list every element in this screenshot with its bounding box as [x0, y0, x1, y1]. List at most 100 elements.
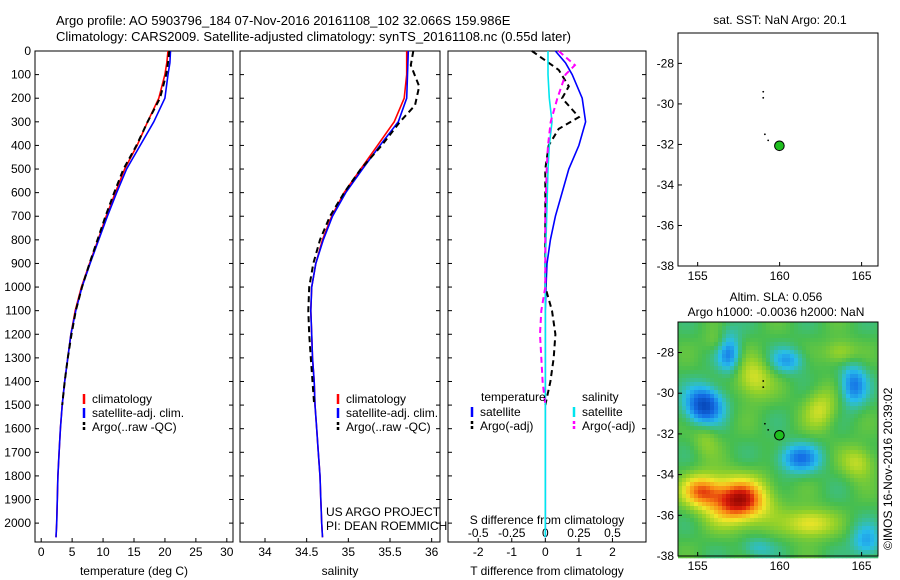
heatmap-cell — [762, 470, 767, 475]
heatmap-cell — [866, 374, 871, 379]
heatmap-cell — [758, 326, 763, 331]
heatmap-cell — [758, 470, 763, 475]
heatmap-cell — [782, 498, 787, 503]
heatmap-cell — [746, 362, 751, 367]
heatmap-cell — [790, 330, 795, 335]
heatmap-cell — [838, 506, 843, 511]
heatmap-cell — [802, 482, 807, 487]
heatmap-cell — [778, 410, 783, 415]
heatmap-cell — [746, 430, 751, 435]
heatmap-cell — [678, 526, 683, 531]
heatmap-cell — [794, 362, 799, 367]
x-tick-label: 155 — [688, 559, 708, 573]
heatmap-cell — [842, 462, 847, 467]
heatmap-cell — [822, 374, 827, 379]
heatmap-cell — [798, 334, 803, 339]
heatmap-cell — [694, 342, 699, 347]
heatmap-cell — [822, 474, 827, 479]
heatmap-cell — [762, 462, 767, 467]
heatmap-cell — [686, 458, 691, 463]
heatmap-cell — [766, 402, 771, 407]
heatmap-cell — [694, 446, 699, 451]
heatmap-cell — [782, 414, 787, 419]
heatmap-cell — [754, 482, 759, 487]
heatmap-cell — [786, 522, 791, 527]
heatmap-cell — [798, 410, 803, 415]
x-tick-label: 34 — [258, 545, 272, 559]
heatmap-cell — [690, 510, 695, 515]
y-tick-label: 1400 — [4, 374, 31, 388]
heatmap-cell — [826, 494, 831, 499]
heatmap-cell — [742, 426, 747, 431]
heatmap-cell — [710, 326, 715, 331]
heatmap-cell — [870, 518, 875, 523]
heatmap-cell — [778, 406, 783, 411]
heatmap-cell — [790, 470, 795, 475]
heatmap-cell — [730, 482, 735, 487]
heatmap-cell — [834, 506, 839, 511]
heatmap-cell — [722, 462, 727, 467]
heatmap-cell — [794, 374, 799, 379]
heatmap-cell — [702, 546, 707, 551]
heatmap-cell — [758, 334, 763, 339]
heatmap-cell — [722, 474, 727, 479]
heatmap-cell — [794, 390, 799, 395]
heatmap-cell — [762, 514, 767, 519]
heatmap-cell — [706, 478, 711, 483]
heatmap-cell — [730, 538, 735, 543]
heatmap-cell — [702, 494, 707, 499]
heatmap-cell — [846, 478, 851, 483]
heatmap-cell — [690, 422, 695, 427]
heatmap-cell — [834, 366, 839, 371]
heatmap-cell — [814, 462, 819, 467]
heatmap-cell — [866, 490, 871, 495]
heatmap-cell — [766, 490, 771, 495]
heatmap-cell — [714, 526, 719, 531]
heatmap-cell — [838, 438, 843, 443]
heatmap-cell — [838, 470, 843, 475]
heatmap-cell — [802, 438, 807, 443]
heatmap-cell — [686, 470, 691, 475]
heatmap-cell — [782, 526, 787, 531]
heatmap-cell — [698, 346, 703, 351]
heatmap-cell — [862, 434, 867, 439]
heatmap-cell — [734, 550, 739, 555]
heatmap-cell — [690, 410, 695, 415]
heatmap-cell — [870, 438, 875, 443]
heatmap-cell — [742, 358, 747, 363]
heatmap-cell — [870, 522, 875, 527]
heatmap-cell — [706, 482, 711, 487]
heatmap-cell — [754, 386, 759, 391]
heatmap-cell — [814, 526, 819, 531]
heatmap-cell — [682, 382, 687, 387]
heatmap-cell — [810, 482, 815, 487]
heatmap-cell — [778, 366, 783, 371]
heatmap-cell — [830, 546, 835, 551]
heatmap-cell — [726, 414, 731, 419]
heatmap-cell — [874, 514, 879, 519]
heatmap-cell — [706, 326, 711, 331]
heatmap-cell — [698, 434, 703, 439]
heatmap-cell — [866, 514, 871, 519]
heatmap-cell — [842, 482, 847, 487]
heatmap-cell — [762, 426, 767, 431]
heatmap-cell — [794, 514, 799, 519]
heatmap-cell — [838, 478, 843, 483]
heatmap-cell — [802, 402, 807, 407]
heatmap-cell — [770, 446, 775, 451]
heatmap-cell — [870, 450, 875, 455]
heatmap-cell — [806, 330, 811, 335]
heatmap-cell — [862, 482, 867, 487]
heatmap-cell — [866, 394, 871, 399]
heatmap-cell — [698, 482, 703, 487]
heatmap-cell — [810, 494, 815, 499]
heatmap-cell — [734, 342, 739, 347]
heatmap-cell — [778, 478, 783, 483]
heatmap-cell — [866, 498, 871, 503]
heatmap-cell — [682, 474, 687, 479]
heatmap-cell — [786, 526, 791, 531]
heatmap-cell — [718, 378, 723, 383]
heatmap-cell — [682, 394, 687, 399]
heatmap-cell — [854, 358, 859, 363]
heatmap-cell — [862, 530, 867, 535]
